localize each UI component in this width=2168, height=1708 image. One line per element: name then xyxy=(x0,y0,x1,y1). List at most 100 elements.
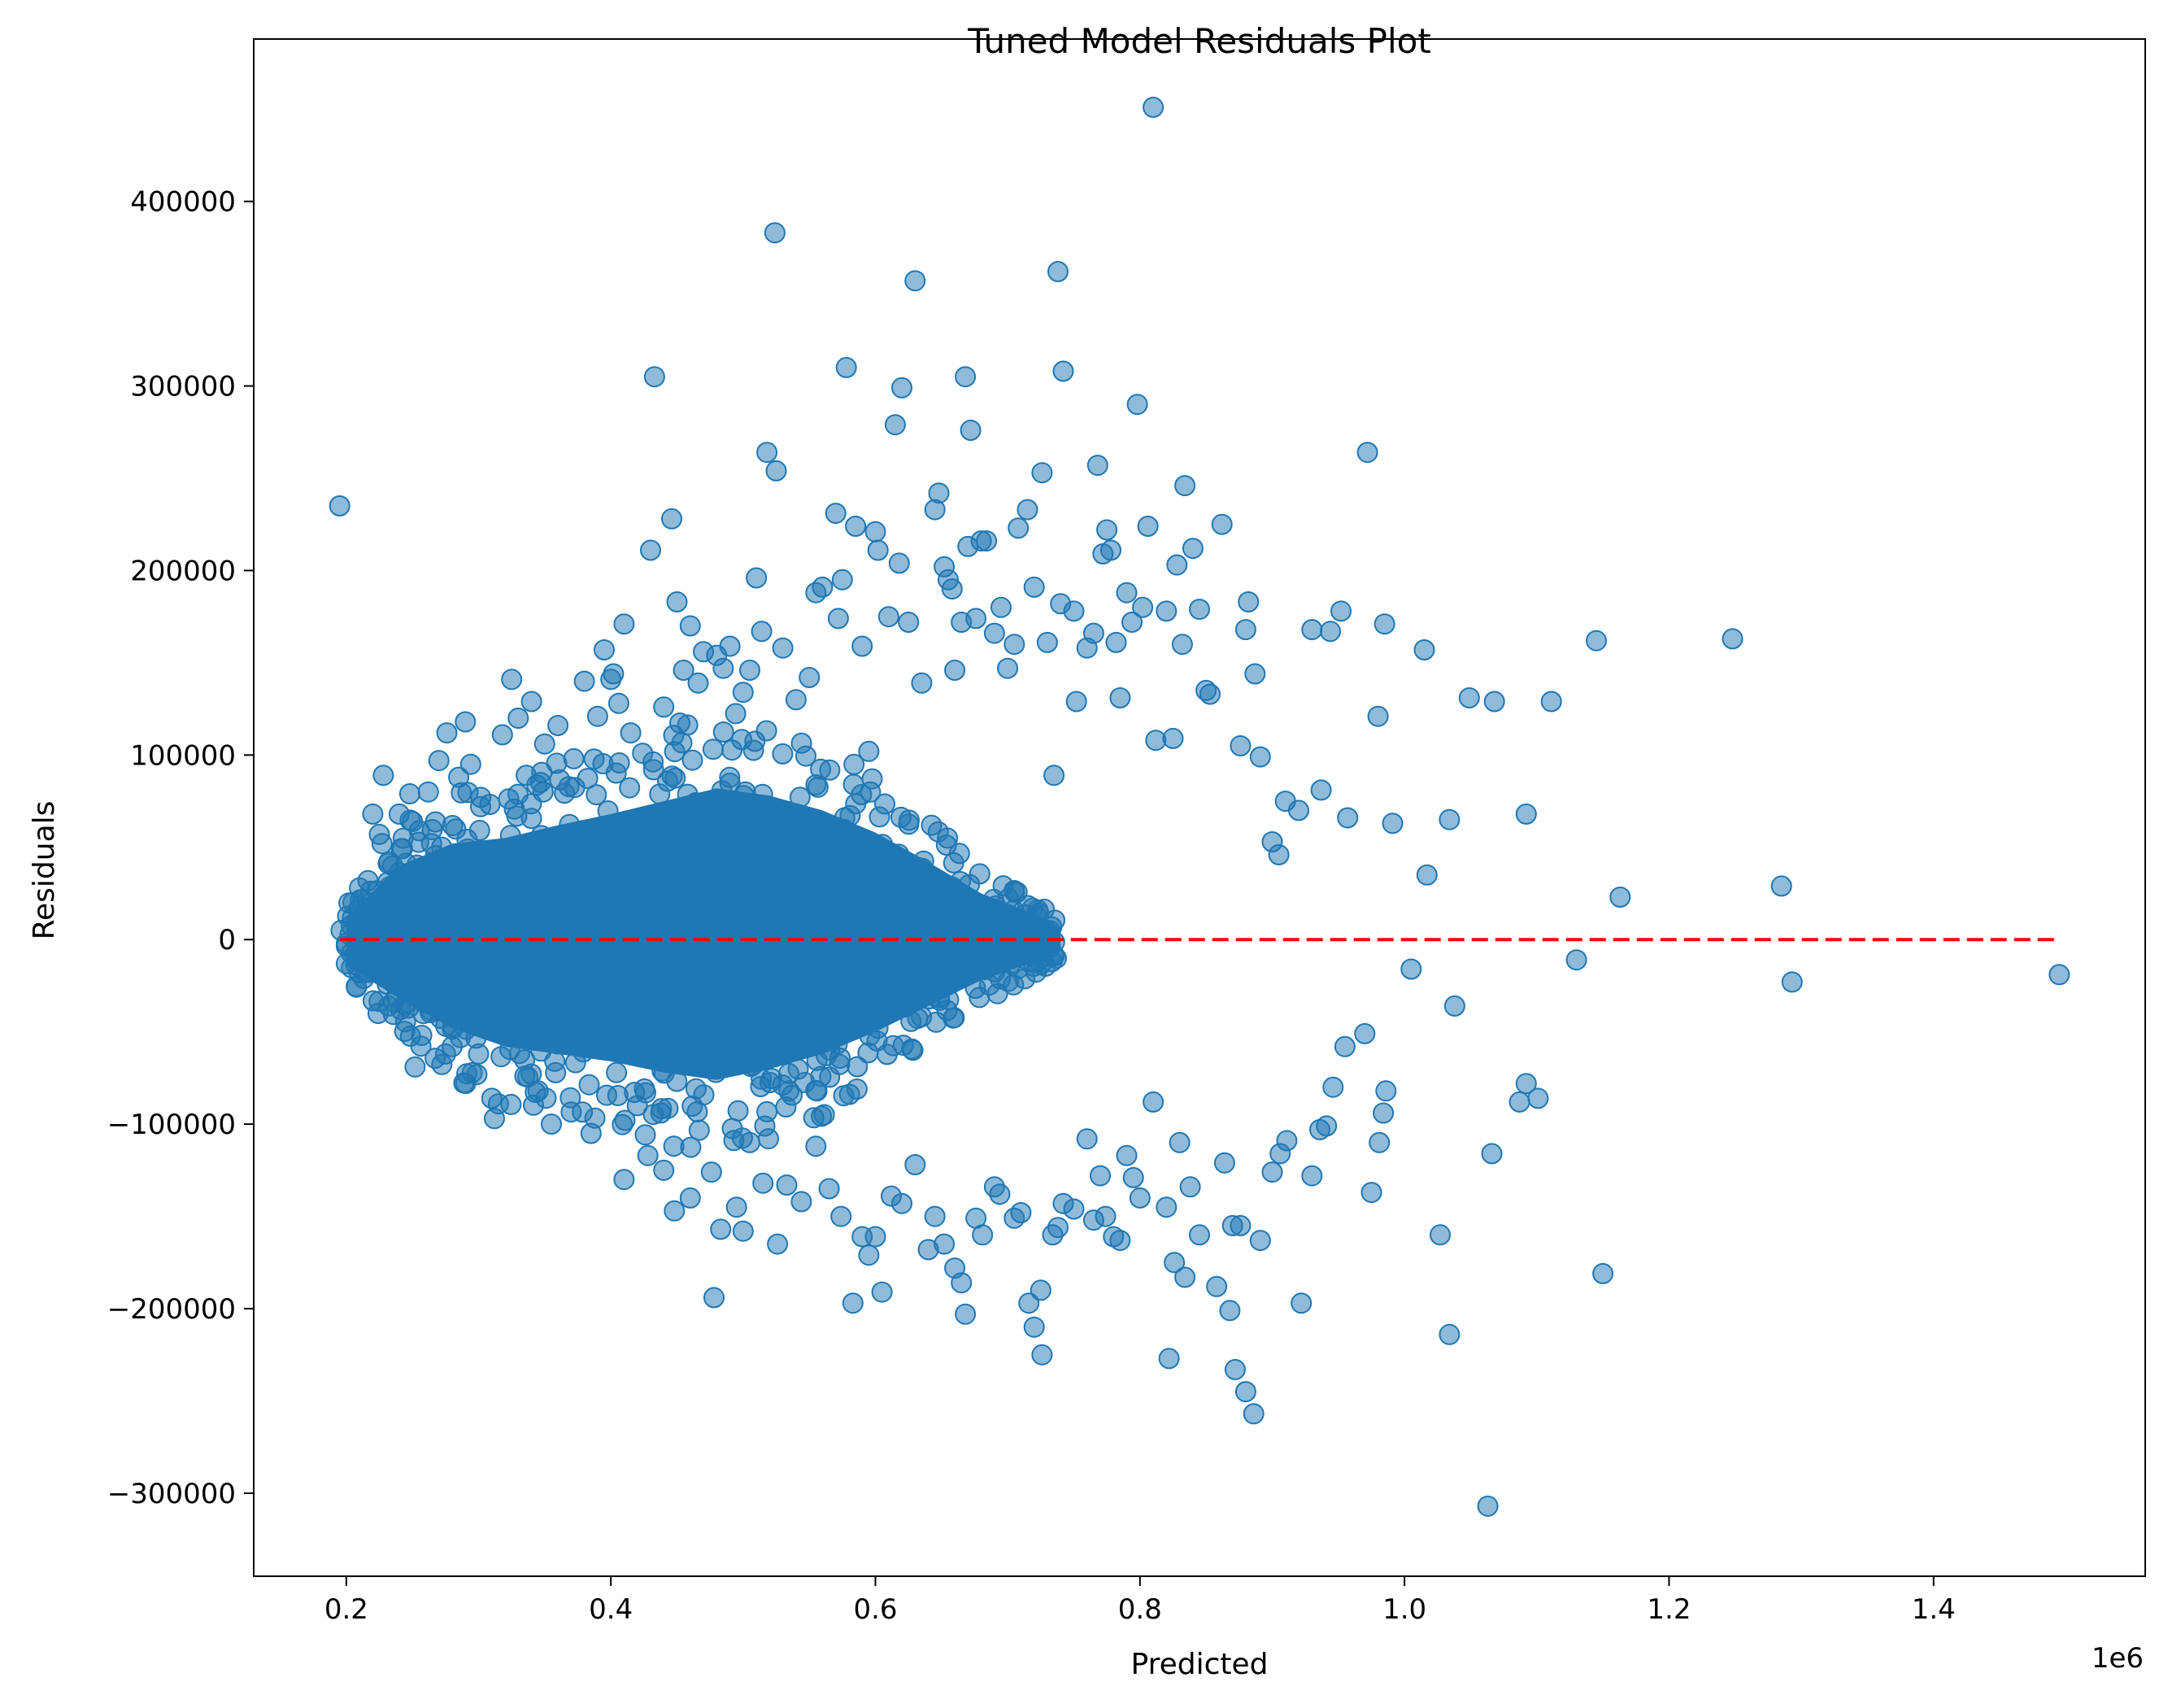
scatter-point xyxy=(964,978,986,999)
scatter-point xyxy=(1413,639,1435,660)
scatter-point xyxy=(763,920,785,941)
scatter-point xyxy=(1132,596,1154,618)
scatter-point xyxy=(677,714,699,736)
scatter-point xyxy=(742,991,764,1013)
scatter-point xyxy=(751,783,773,805)
scatter-point xyxy=(892,1035,914,1057)
scatter-point xyxy=(581,1001,603,1023)
scatter-point xyxy=(664,1039,685,1061)
scatter-point xyxy=(569,1027,591,1049)
scatter-point xyxy=(784,847,806,869)
scatter-point xyxy=(867,1017,889,1039)
scatter-point xyxy=(1010,1202,1032,1223)
scatter-point xyxy=(1063,1198,1085,1220)
scatter-point xyxy=(1030,1279,1051,1301)
scatter-point xyxy=(871,1281,893,1303)
scatter-point xyxy=(640,539,661,561)
scatter-point xyxy=(1249,746,1271,768)
scatter-point xyxy=(857,1042,879,1064)
scatter-point xyxy=(884,873,906,895)
scatter-point xyxy=(512,959,533,981)
scatter-point xyxy=(1310,779,1332,801)
scatter-point xyxy=(733,785,755,807)
y-axis-label: Residuals xyxy=(28,801,61,940)
scatter-point xyxy=(470,795,491,817)
scatter-point xyxy=(702,739,724,760)
scatter-point xyxy=(888,552,910,574)
scatter-point xyxy=(775,945,797,967)
scatter-point xyxy=(685,791,707,813)
scatter-point xyxy=(478,922,500,943)
scatter-point xyxy=(520,691,542,712)
scatter-point xyxy=(551,969,572,991)
scatter-point xyxy=(399,1026,421,1047)
scatter-point xyxy=(1234,619,1256,641)
scatter-point xyxy=(514,1065,536,1087)
scatter-point xyxy=(712,657,734,679)
scatter-point xyxy=(764,222,786,244)
scatter-point xyxy=(1129,1187,1151,1209)
scatter-point xyxy=(559,813,581,835)
scatter-point xyxy=(417,781,439,803)
x-tick-label: 1.0 xyxy=(1382,1593,1426,1626)
scatter-point xyxy=(603,663,625,685)
scatter-point xyxy=(890,806,912,828)
scatter-point xyxy=(672,981,693,1003)
scatter-point xyxy=(1044,909,1066,931)
scatter-point xyxy=(1354,1022,1376,1044)
scatter-point xyxy=(429,870,451,892)
scatter-point xyxy=(1382,813,1404,834)
scatter-point xyxy=(845,939,867,961)
scatter-point xyxy=(989,1183,1011,1205)
scatter-point xyxy=(1116,582,1138,603)
scatter-point xyxy=(914,912,936,934)
scatter-point xyxy=(680,1136,702,1158)
scatter-point xyxy=(377,995,399,1017)
scatter-point xyxy=(898,612,920,633)
scatter-point xyxy=(1515,1073,1537,1095)
scatter-point xyxy=(418,935,440,957)
scatter-point xyxy=(1334,1035,1356,1057)
scatter-point xyxy=(602,850,624,872)
scatter-point xyxy=(1477,1495,1499,1517)
scatter-point xyxy=(1770,875,1792,897)
scatter-point xyxy=(1095,1205,1117,1227)
scatter-point xyxy=(957,959,979,980)
scatter-point xyxy=(830,1205,852,1227)
scatter-point xyxy=(1047,1217,1069,1239)
scatter-point xyxy=(329,495,350,516)
scatter-point xyxy=(1238,591,1260,612)
scatter-point xyxy=(1213,1152,1235,1174)
scatter-point xyxy=(811,1105,833,1127)
scatter-point xyxy=(1337,807,1359,829)
scatter-point xyxy=(673,660,694,681)
scatter-point xyxy=(858,1244,880,1266)
scatter-point xyxy=(772,743,794,765)
scatter-point xyxy=(448,766,470,788)
scatter-point xyxy=(705,1061,727,1083)
scatter-point xyxy=(499,825,521,847)
scatter-point xyxy=(635,945,657,966)
scatter-point xyxy=(604,1020,626,1042)
scatter-point xyxy=(976,530,998,552)
scatter-point xyxy=(637,1144,659,1166)
scatter-point xyxy=(772,637,794,659)
scatter-point xyxy=(530,1040,552,1062)
scatter-point xyxy=(656,967,678,989)
scatter-point xyxy=(1301,1165,1323,1187)
y-tick-label: 200000 xyxy=(130,555,236,587)
scatter-point xyxy=(1375,1080,1397,1102)
scatter-point xyxy=(1021,925,1043,947)
scatter-point xyxy=(884,414,906,436)
y-tick-label: −100000 xyxy=(107,1109,236,1141)
scatter-point xyxy=(1261,1161,1283,1183)
scatter-point xyxy=(559,1087,581,1109)
scatter-point xyxy=(472,997,494,1019)
scatter-point xyxy=(1065,691,1087,712)
scatter-point xyxy=(643,805,665,827)
scatter-point xyxy=(1031,1344,1053,1366)
scatter-point xyxy=(541,1113,562,1135)
scatter-point xyxy=(635,1002,657,1024)
scatter-point xyxy=(606,1061,628,1083)
scatter-point xyxy=(833,818,855,840)
